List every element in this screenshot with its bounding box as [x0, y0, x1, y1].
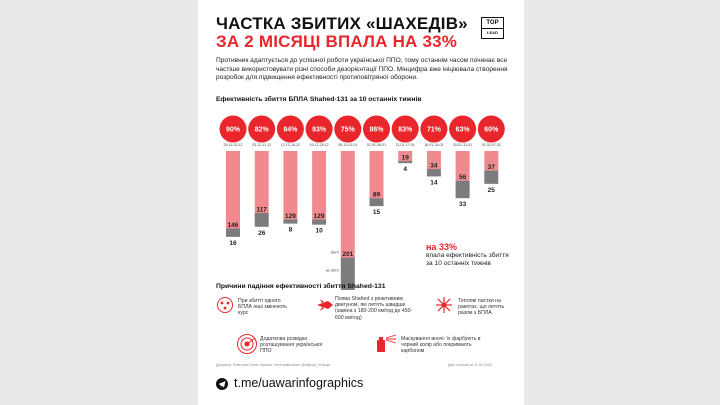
bar-shot	[484, 151, 499, 171]
bar-shot	[226, 151, 240, 229]
not-shot-value-label: 10	[315, 228, 323, 235]
not-shot-value-label: 26	[258, 230, 266, 237]
date-tick-label: 18.01-24.01	[424, 143, 443, 147]
jet-drone-icon	[317, 299, 333, 311]
title-line-2: ЗА 2 МІСЯЦІ ВПАЛА НА 33%	[216, 32, 458, 51]
date-tick-label: 01.02-07.02	[482, 143, 501, 147]
radar-icon	[237, 334, 257, 354]
percent-circle	[248, 115, 276, 143]
percent-label: 60%	[484, 127, 499, 134]
cause-4: Додаткова розвідка розташування українсь…	[260, 336, 323, 355]
percent-circle	[420, 115, 448, 143]
percent-label: 93%	[312, 127, 327, 134]
bar-not-shot	[283, 219, 298, 224]
cause-2: Поява Shahed з реактивним двигуном, які …	[335, 296, 413, 321]
percent-circle	[363, 115, 390, 143]
bar-not-shot	[226, 228, 240, 237]
shot-value-label: 117	[256, 207, 267, 214]
date-tick-label: 25.11-02.12	[224, 143, 243, 147]
date-tick-label: 26.12-01.01	[338, 143, 357, 147]
bar-not-shot	[484, 170, 499, 184]
date-tick-label: 19.12-25.12	[310, 143, 329, 147]
bar-shot	[312, 151, 327, 220]
bar-chart: 90% 25.11-02.12 146 16 82% 03.12-11.12 117 26 94…	[219, 115, 505, 290]
percent-label: 83%	[398, 127, 413, 134]
telegram-icon	[216, 378, 228, 390]
bar-shot	[340, 151, 355, 258]
bar-shot	[369, 151, 384, 199]
not-shot-value-label: 4	[403, 166, 407, 173]
not-shot-value-label: 16	[229, 240, 237, 247]
percent-label: 86%	[369, 127, 384, 134]
percent-circle	[219, 115, 247, 143]
cause-1: При збитті одного БПЛА інші змінюють кур…	[238, 298, 287, 317]
bar-shot	[283, 151, 298, 220]
shot-value-label: 19	[402, 155, 410, 162]
date-tick-label: 02.01-08.01	[367, 143, 386, 147]
logo-bottom-text: LEAD	[482, 28, 503, 37]
series-label-not-shot: не збиті	[326, 269, 339, 273]
bar-not-shot	[455, 180, 470, 199]
footer-sources: Джерела: Повітряні Сили України, телегра…	[216, 363, 331, 367]
percent-label: 94%	[283, 127, 298, 134]
shot-value-label: 34	[430, 163, 438, 170]
percent-label: 63%	[456, 127, 471, 134]
bar-shot	[398, 151, 413, 162]
date-tick-label: 25.01-31.01	[453, 143, 472, 147]
cause-5: Маскування вночі: їх фарбують в чорний к…	[401, 336, 481, 355]
shot-value-label: 129	[285, 213, 296, 220]
intro-paragraph: Противник адаптується до успішної роботи…	[216, 57, 508, 82]
percent-circle	[391, 115, 419, 143]
flare-icon	[436, 297, 452, 313]
telegram-link[interactable]: t.me/uawarinfographics	[234, 376, 364, 390]
spray-paint-icon	[377, 334, 397, 352]
cause-3: Теплові пастки на ракетах, що летять раз…	[458, 298, 505, 317]
chart-title: Ефективність збиття БПЛА Shahed-131 за 1…	[216, 96, 422, 103]
title-line-1: ЧАСТКА ЗБИТИХ «ШАХЕДІВ»	[216, 14, 468, 33]
bar-not-shot	[426, 169, 441, 177]
percent-label: 82%	[255, 127, 270, 134]
not-shot-value-label: 33	[459, 201, 467, 208]
logo-top-text: TOP	[486, 20, 499, 26]
causes-title: Причини падіння ефективності збиття Shah…	[216, 283, 386, 290]
footer-date: Дані станом на 11.02.2024	[448, 363, 492, 367]
percent-circle	[305, 115, 333, 143]
date-tick-label: 11.01-17.01	[396, 143, 415, 147]
not-shot-value-label: 15	[373, 209, 381, 216]
bar-shot	[426, 151, 441, 170]
bar-not-shot	[312, 219, 327, 225]
date-tick-label: 03.12-11.12	[252, 143, 271, 147]
percent-circle	[477, 115, 505, 143]
shot-value-label: 37	[488, 164, 496, 171]
percent-label: 71%	[427, 127, 442, 134]
note-percent: на 33%	[426, 242, 457, 252]
bar-not-shot	[340, 257, 355, 290]
percent-label: 75%	[341, 127, 356, 134]
not-shot-value-label: 14	[430, 179, 438, 186]
percent-circle	[334, 115, 362, 143]
bar-not-shot	[398, 161, 413, 164]
bar-shot	[254, 151, 269, 214]
shot-value-label: 129	[314, 213, 325, 220]
not-shot-value-label: 8	[289, 227, 293, 234]
infographic-card: ЧАСТКА ЗБИТИХ «ШАХЕДІВ» ЗА 2 МІСЯЦІ ВПАЛ…	[198, 0, 524, 405]
bar-not-shot	[369, 198, 384, 207]
date-tick-label: 12.12-18.12	[281, 143, 300, 147]
shot-value-label: 89	[373, 192, 381, 199]
percent-circle	[449, 115, 477, 143]
drone-swarm-icon	[217, 297, 233, 313]
percent-label: 90%	[226, 127, 241, 134]
shot-value-label: 146	[228, 222, 239, 229]
note-text: впала ефективність збиття за 10 останніх…	[426, 252, 509, 267]
bar-shot	[455, 151, 470, 181]
not-shot-value-label: 25	[488, 187, 496, 194]
series-label-shot: збиті	[331, 251, 339, 255]
toplead-logo: TOP LEAD	[481, 17, 504, 39]
bar-not-shot	[254, 213, 269, 227]
shot-value-label: 201	[342, 251, 353, 258]
percent-circle	[276, 115, 304, 143]
shot-value-label: 56	[459, 174, 467, 181]
